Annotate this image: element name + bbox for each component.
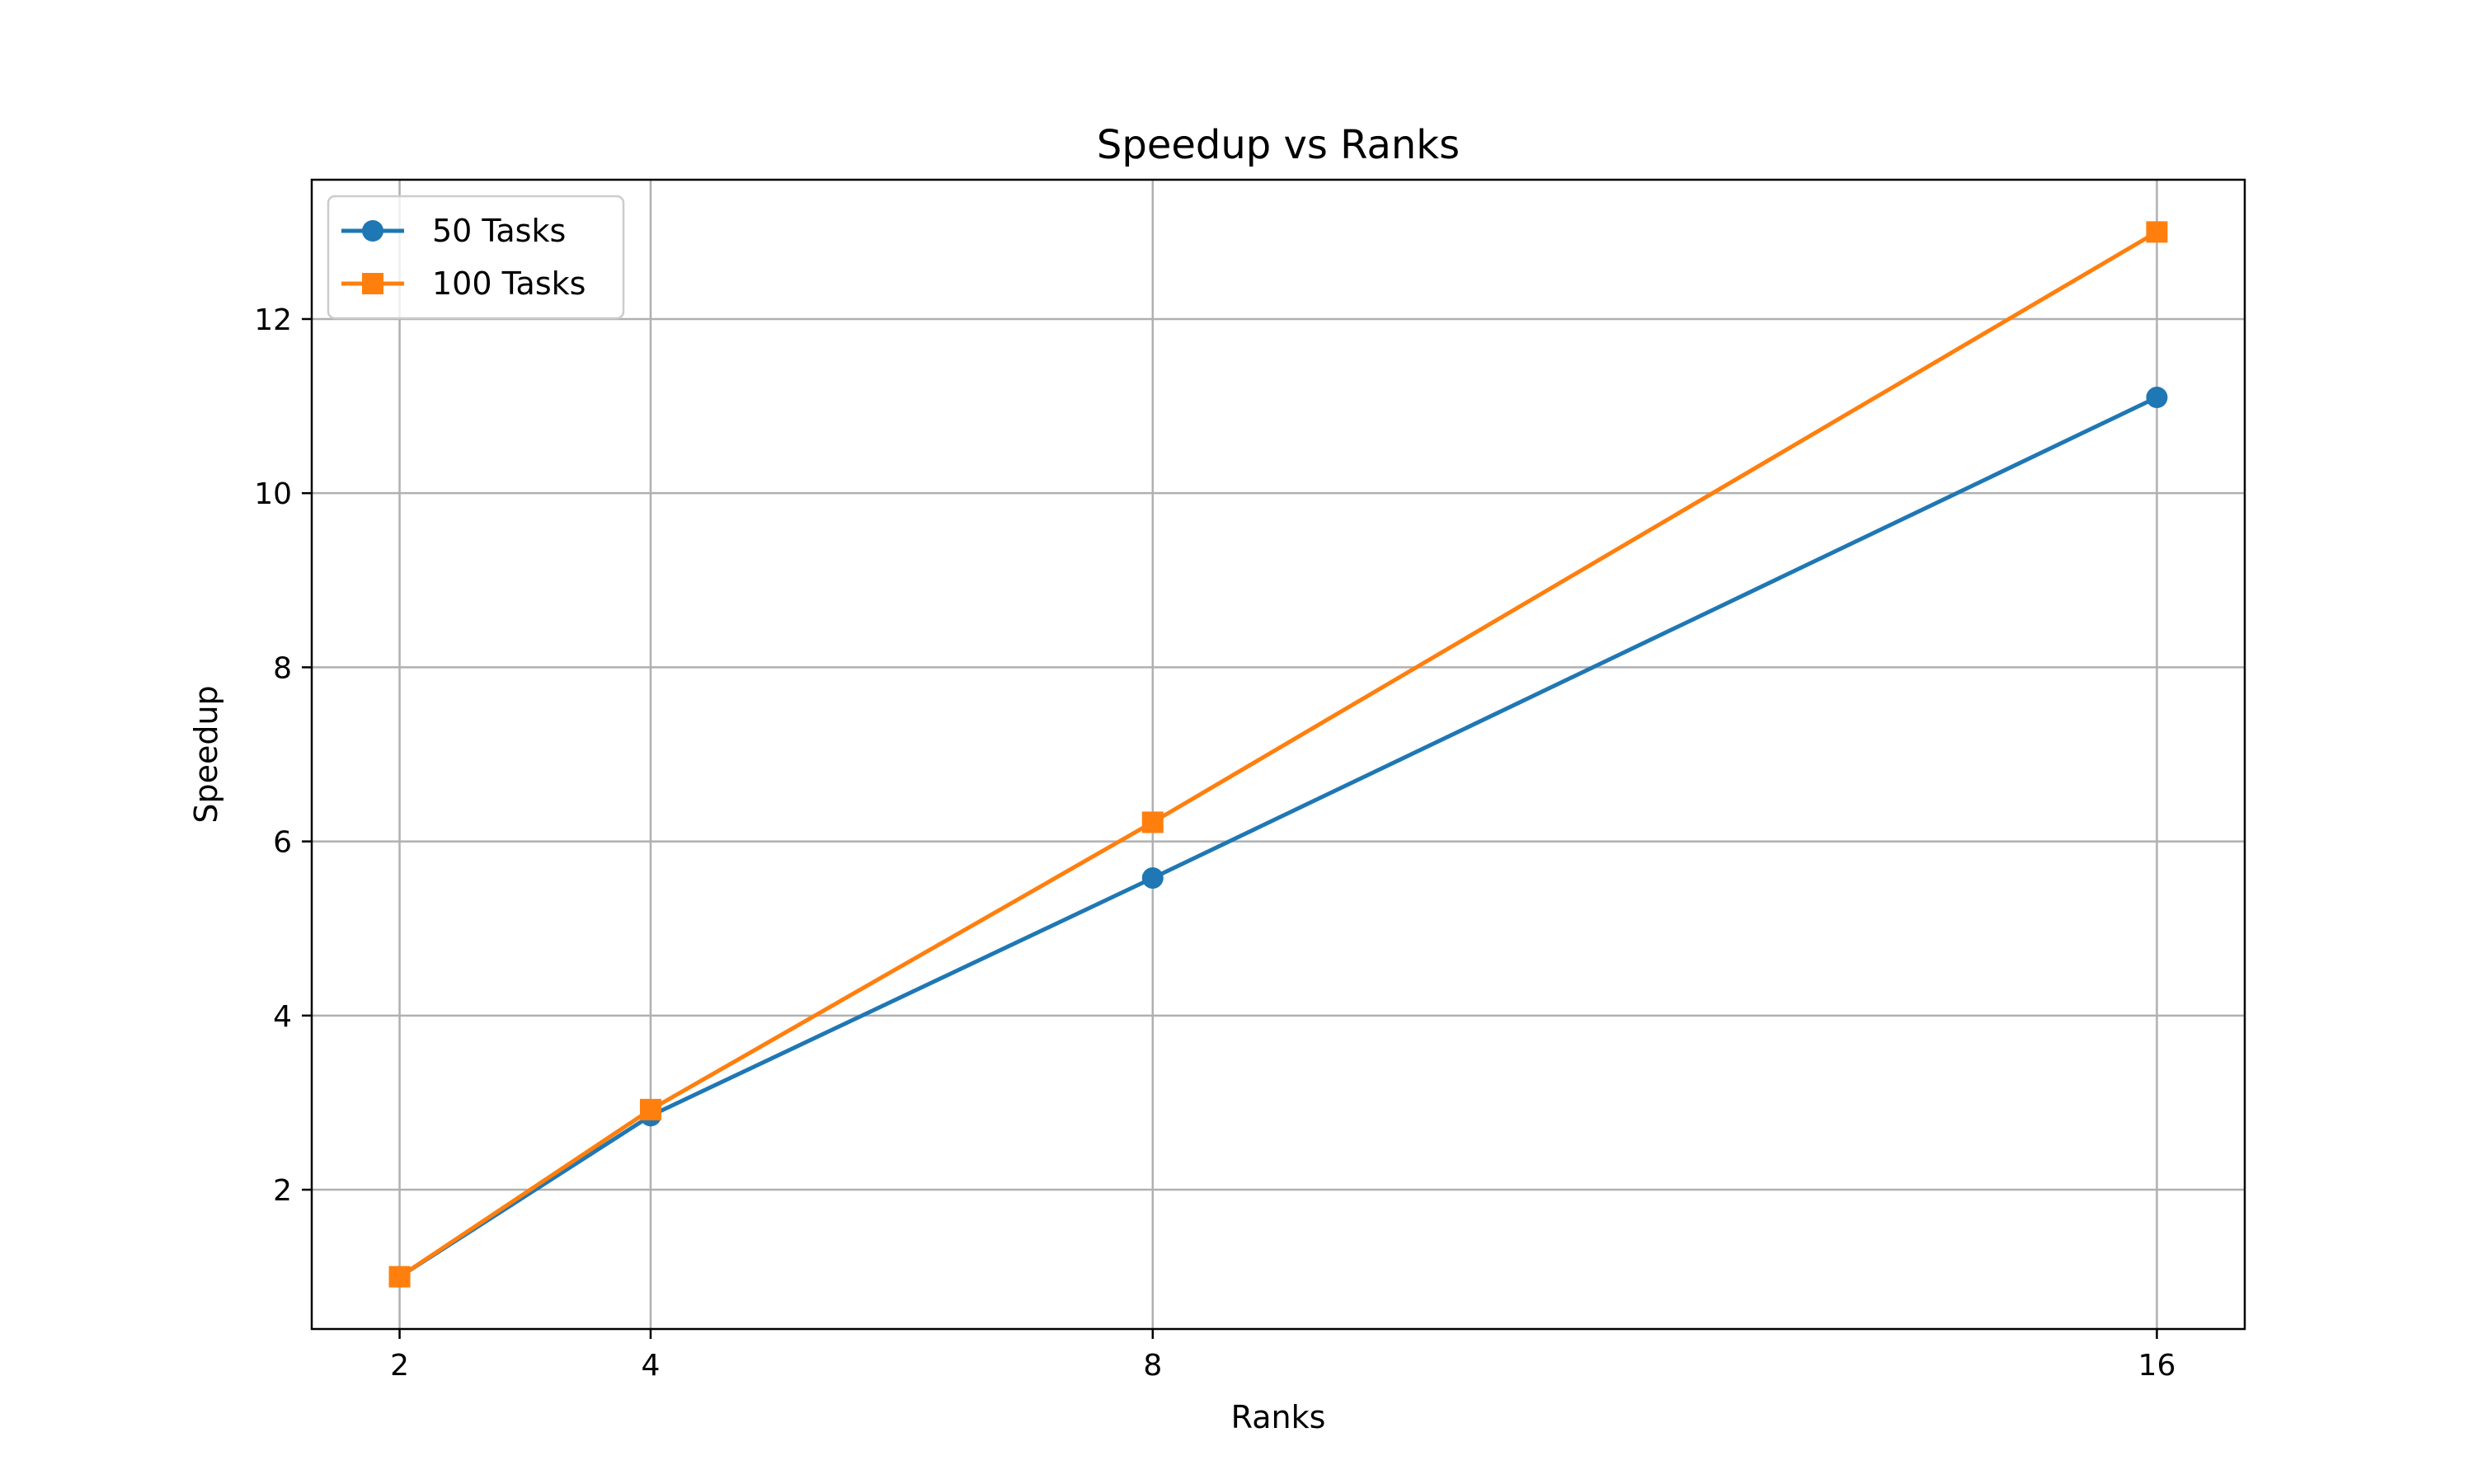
x-axis-label: Ranks [1231,1399,1326,1435]
legend-label: 100 Tasks [432,265,586,302]
data-point-circle [2146,387,2168,409]
chart-title: Speedup vs Ranks [1097,122,1460,168]
data-point-square [388,1266,411,1288]
series-line-1 [398,230,2158,1279]
y-tick-label: 8 [273,651,292,685]
series-layer [388,221,2168,1288]
plot-frame [310,178,2246,1331]
legend-marker-circle [362,220,383,242]
legend-marker-square [362,273,383,294]
legend-label: 50 Tasks [432,213,566,249]
grid-lines [312,180,2245,1329]
legend: 50 Tasks 100 Tasks [327,195,625,320]
y-axis-label: Speedup [188,685,224,823]
data-point-circle [1141,866,1164,889]
y-tick-label: 6 [273,826,292,860]
series-line-0 [398,395,2158,1279]
x-tick-label: 16 [2138,1349,2176,1383]
y-tick-label: 4 [273,1000,292,1034]
data-point-square [2146,221,2168,243]
y-tick-label: 2 [273,1174,292,1208]
legend-box [327,195,625,320]
y-tick-label: 12 [254,303,292,337]
data-point-square [1141,811,1164,834]
x-tick-label: 2 [390,1349,409,1383]
data-point-square [639,1098,661,1120]
x-tick-label: 8 [1143,1349,1162,1383]
y-tick-label: 10 [254,477,292,511]
x-tick-label: 4 [642,1349,661,1383]
